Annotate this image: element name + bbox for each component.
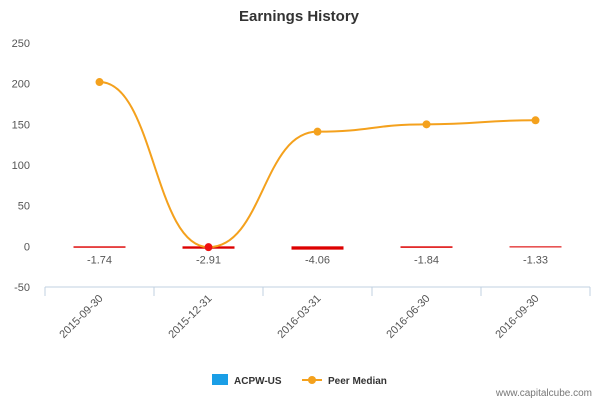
y-tick-label: 250 bbox=[12, 38, 30, 50]
peer-median-point[interactable] bbox=[95, 78, 104, 87]
bar-value-label: -1.33 bbox=[523, 254, 548, 266]
bar-value-label: -4.06 bbox=[305, 254, 330, 266]
y-tick-label: 100 bbox=[12, 160, 30, 172]
bar-acpw[interactable] bbox=[73, 246, 126, 248]
x-tick-label: 2016-03-31 bbox=[275, 293, 323, 341]
peer-median-point[interactable] bbox=[422, 120, 431, 129]
legend-label-peer-median[interactable]: Peer Median bbox=[328, 376, 387, 387]
x-tick-label: 2015-12-31 bbox=[166, 293, 214, 341]
x-tick-label: 2016-06-30 bbox=[384, 293, 432, 341]
bar-acpw[interactable] bbox=[291, 246, 344, 250]
peer-median-line bbox=[99, 81, 536, 249]
x-axis: 2015-09-30 2015-12-31 2016-03-31 2016-06-30… bbox=[44, 286, 591, 341]
peer-median-point[interactable] bbox=[313, 127, 322, 136]
legend-label-acpw[interactable]: ACPW-US bbox=[234, 376, 282, 387]
watermark: www.capitalcube.com bbox=[495, 388, 592, 399]
y-tick-label: -50 bbox=[14, 282, 30, 294]
chart-title: Earnings History bbox=[239, 8, 360, 25]
legend: ACPW-US Peer Median bbox=[212, 374, 387, 387]
bar-value-label: -1.84 bbox=[414, 254, 439, 266]
bar-series bbox=[73, 246, 562, 250]
bar-acpw[interactable] bbox=[509, 246, 562, 248]
bar-value-label: -2.91 bbox=[196, 254, 221, 266]
bar-data-labels: -1.74 -2.91 -4.06 -1.84 -1.33 bbox=[87, 254, 548, 266]
legend-marker-peer-median[interactable] bbox=[308, 376, 316, 384]
y-tick-label: 0 bbox=[24, 241, 30, 253]
y-tick-label: 200 bbox=[12, 79, 30, 91]
x-tick-label: 2016-09-30 bbox=[493, 293, 541, 341]
peer-median-point[interactable] bbox=[531, 116, 540, 125]
peer-median-point[interactable] bbox=[204, 243, 213, 252]
bar-acpw[interactable] bbox=[400, 246, 453, 248]
bar-value-label: -1.74 bbox=[87, 254, 112, 266]
x-tick-label: 2015-09-30 bbox=[57, 293, 105, 341]
legend-swatch-acpw[interactable] bbox=[212, 374, 228, 385]
y-axis: 250 200 150 100 50 0 -50 bbox=[12, 38, 30, 294]
peer-median-series bbox=[95, 78, 540, 252]
y-tick-label: 50 bbox=[18, 201, 30, 213]
y-tick-label: 150 bbox=[12, 119, 30, 131]
